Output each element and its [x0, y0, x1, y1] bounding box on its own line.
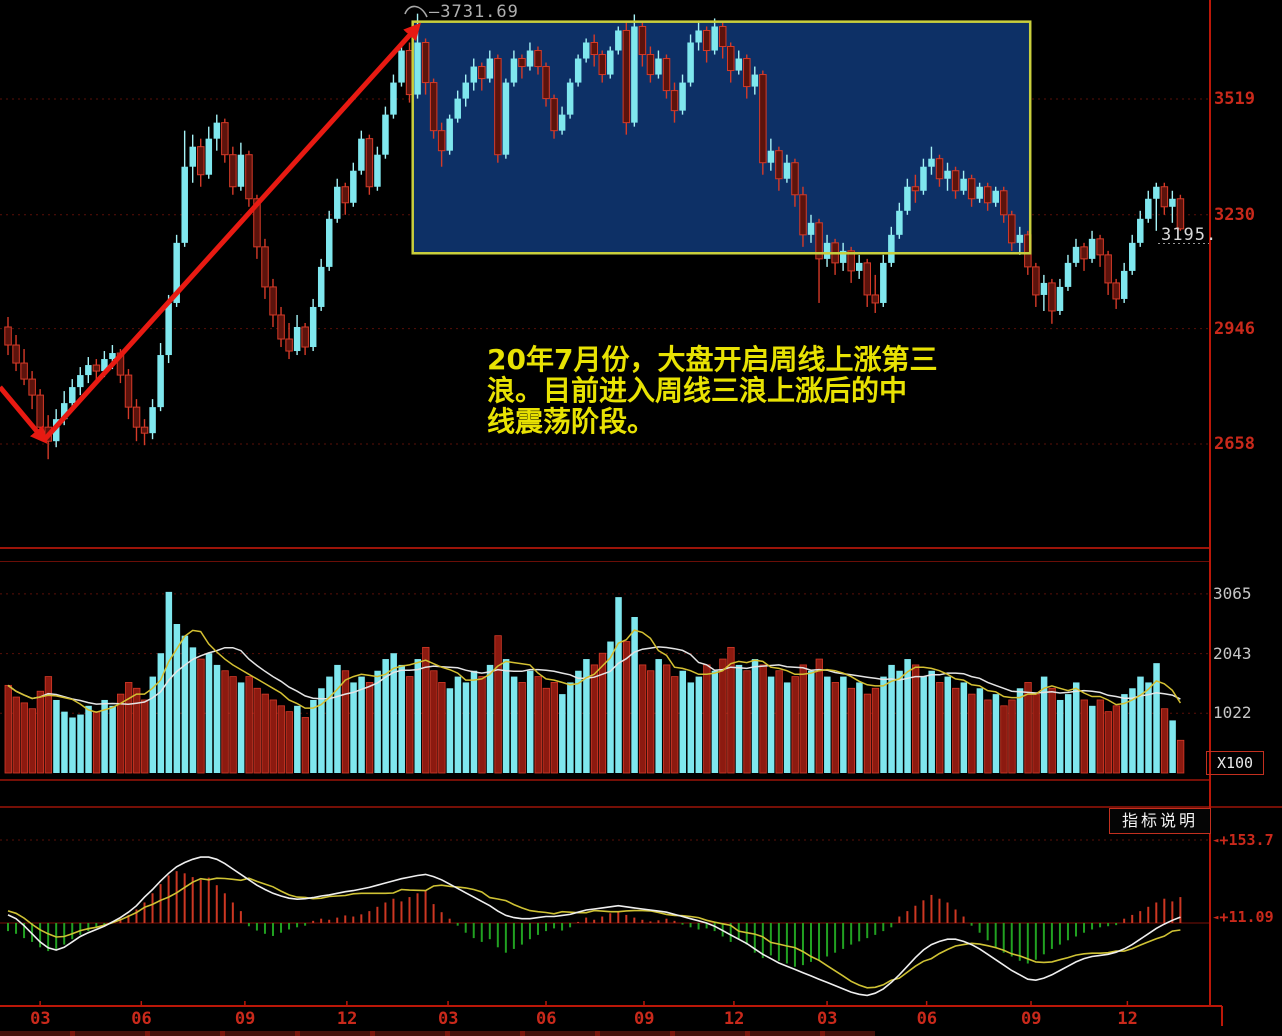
- consolidation-box: [411, 20, 1032, 255]
- horizontal-scrollbar[interactable]: [0, 1031, 875, 1036]
- trend-arrows: [0, 22, 421, 444]
- indicator-help-button[interactable]: 指标说明: [1109, 808, 1211, 834]
- indicator-pane: [7, 856, 1182, 997]
- annotation-line: 20年7月份，大盘开启周线上涨第三: [487, 343, 938, 376]
- dea-line: [7, 877, 1181, 989]
- dif-line: [7, 856, 1181, 997]
- last-price-label: 3195.: [1161, 225, 1218, 245]
- volume-unit-badge: X100: [1206, 751, 1264, 775]
- volume-ma5-line: [7, 629, 1182, 713]
- trend-arrow: [42, 22, 421, 442]
- trend-annotation: 20年7月份，大盘开启周线上涨第三 浪。目前进入周线三浪上涨后的中 线震荡阶段。: [487, 344, 977, 437]
- annotation-line: 线震荡阶段。: [487, 405, 656, 438]
- peak-price-label: —3731.69: [429, 2, 519, 22]
- volume-ma10-line: [7, 646, 1181, 706]
- volume-pane: [4, 591, 1185, 774]
- peak-hook-icon: [404, 5, 428, 18]
- trend-arrow: [0, 385, 48, 444]
- annotation-line: 浪。目前进入周线三浪上涨后的中: [487, 374, 908, 407]
